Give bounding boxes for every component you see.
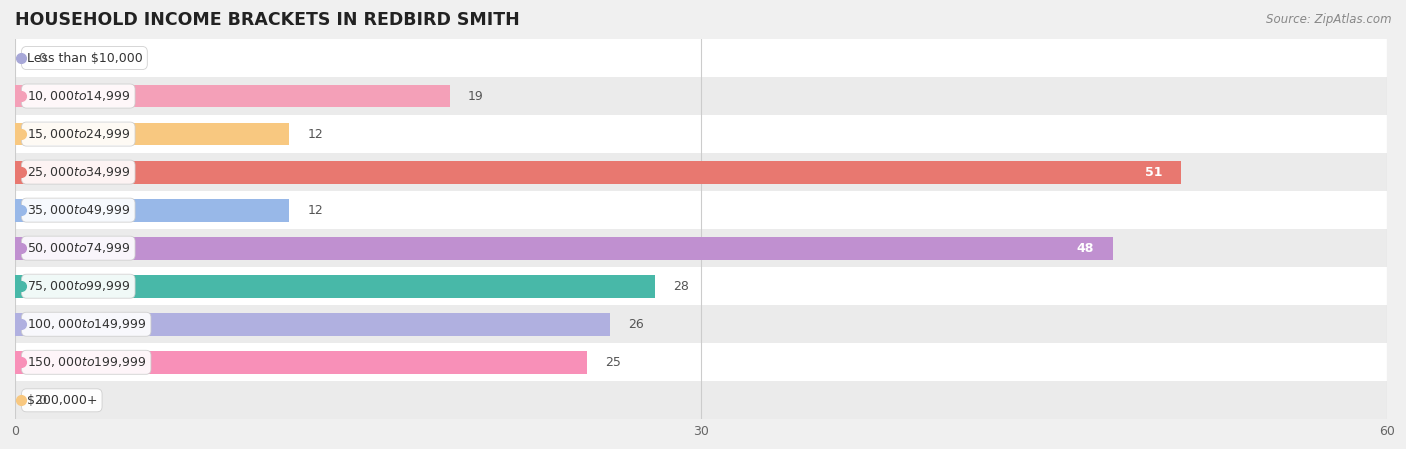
Text: 51: 51: [1146, 166, 1163, 179]
Text: $100,000 to $149,999: $100,000 to $149,999: [27, 317, 146, 331]
Text: 19: 19: [468, 89, 484, 102]
Text: $50,000 to $74,999: $50,000 to $74,999: [27, 241, 129, 255]
Bar: [15, 275, 655, 298]
Text: Source: ZipAtlas.com: Source: ZipAtlas.com: [1267, 13, 1392, 26]
Text: $75,000 to $99,999: $75,000 to $99,999: [27, 279, 129, 293]
Text: 48: 48: [1077, 242, 1094, 255]
Bar: [15, 153, 1386, 191]
Bar: [15, 39, 1386, 77]
Bar: [15, 161, 1181, 184]
Text: 26: 26: [628, 318, 644, 331]
Bar: [15, 199, 290, 221]
Bar: [15, 229, 1386, 267]
Text: $200,000+: $200,000+: [27, 394, 97, 407]
Text: 12: 12: [308, 128, 323, 141]
Bar: [15, 267, 1386, 305]
Bar: [15, 123, 290, 145]
Bar: [15, 313, 610, 336]
Text: 28: 28: [673, 280, 689, 293]
Bar: [15, 351, 586, 374]
Bar: [15, 343, 1386, 381]
Text: $25,000 to $34,999: $25,000 to $34,999: [27, 165, 129, 179]
Bar: [15, 237, 1112, 260]
Bar: [15, 381, 1386, 419]
Text: HOUSEHOLD INCOME BRACKETS IN REDBIRD SMITH: HOUSEHOLD INCOME BRACKETS IN REDBIRD SMI…: [15, 11, 520, 29]
Bar: [15, 85, 450, 107]
Bar: [15, 77, 1386, 115]
Text: 0: 0: [38, 394, 46, 407]
Text: $10,000 to $14,999: $10,000 to $14,999: [27, 89, 129, 103]
Text: 0: 0: [38, 52, 46, 65]
Bar: [15, 191, 1386, 229]
Text: $150,000 to $199,999: $150,000 to $199,999: [27, 355, 146, 369]
Bar: [15, 115, 1386, 153]
Text: Less than $10,000: Less than $10,000: [27, 52, 142, 65]
Bar: [15, 305, 1386, 343]
Text: $15,000 to $24,999: $15,000 to $24,999: [27, 127, 129, 141]
Text: $35,000 to $49,999: $35,000 to $49,999: [27, 203, 129, 217]
Text: 12: 12: [308, 204, 323, 217]
Text: 25: 25: [605, 356, 621, 369]
